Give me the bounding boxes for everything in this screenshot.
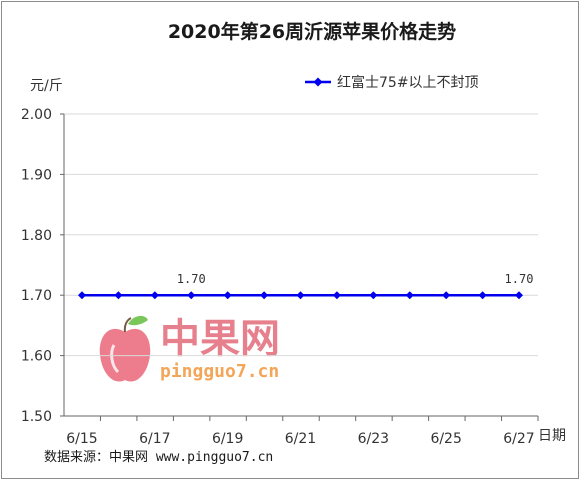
data-point (114, 291, 123, 300)
data-point (150, 291, 159, 300)
data-label: 1.70 (505, 272, 534, 286)
y-axis-unit: 元/斤 (30, 78, 63, 94)
x-axis-unit: 日期 (538, 428, 566, 444)
data-point (478, 291, 487, 300)
x-tick-label: 6/19 (212, 431, 243, 447)
data-labels: 1.70 1.70 (177, 272, 534, 286)
x-tick-label: 6/25 (430, 431, 461, 447)
data-point (223, 291, 232, 300)
source-note: 数据来源：中果网 www.pingguo7.cn (44, 450, 273, 465)
legend-label: 红富士75#以上不封顶 (337, 74, 479, 91)
data-point (187, 291, 196, 300)
y-tick-label: 1.70 (21, 288, 52, 304)
data-point (405, 291, 414, 300)
x-tick-labels: 6/15 6/17 6/19 6/21 6/23 6/25 6/27 (66, 431, 534, 447)
y-tick-label: 1.90 (21, 167, 52, 183)
watermark-text-en: pingguo7.cn (160, 361, 279, 382)
data-point (369, 291, 378, 300)
data-point (515, 291, 523, 300)
x-tick-label: 6/15 (66, 431, 97, 447)
data-point (442, 291, 451, 300)
x-tick-label: 6/21 (285, 431, 316, 447)
series-lines (78, 291, 523, 300)
apple-icon (99, 315, 151, 382)
watermark-logo: 中果网 pingguo7.cn (99, 315, 280, 382)
y-tick-label: 1.80 (21, 228, 52, 244)
legend-marker (313, 77, 323, 87)
watermark-text-cn: 中果网 (160, 316, 280, 362)
data-point (78, 291, 86, 300)
legend: 红富士75#以上不封顶 (305, 74, 479, 91)
y-tick-label: 2.00 (21, 107, 52, 123)
data-point (260, 291, 269, 300)
y-tick-label: 1.60 (21, 349, 52, 365)
x-tick-label: 6/17 (139, 431, 170, 447)
chart-title: 2020年第26周沂源苹果价格走势 (168, 20, 456, 43)
x-tick-label: 6/23 (358, 431, 389, 447)
x-tick-label: 6/27 (503, 431, 534, 447)
data-label: 1.70 (177, 272, 206, 286)
y-tick-label: 1.50 (21, 409, 52, 425)
axes (60, 113, 539, 421)
data-point (296, 291, 305, 300)
data-point (332, 291, 341, 300)
y-tick-labels: 2.00 1.90 1.80 1.70 1.60 1.50 (21, 107, 52, 425)
